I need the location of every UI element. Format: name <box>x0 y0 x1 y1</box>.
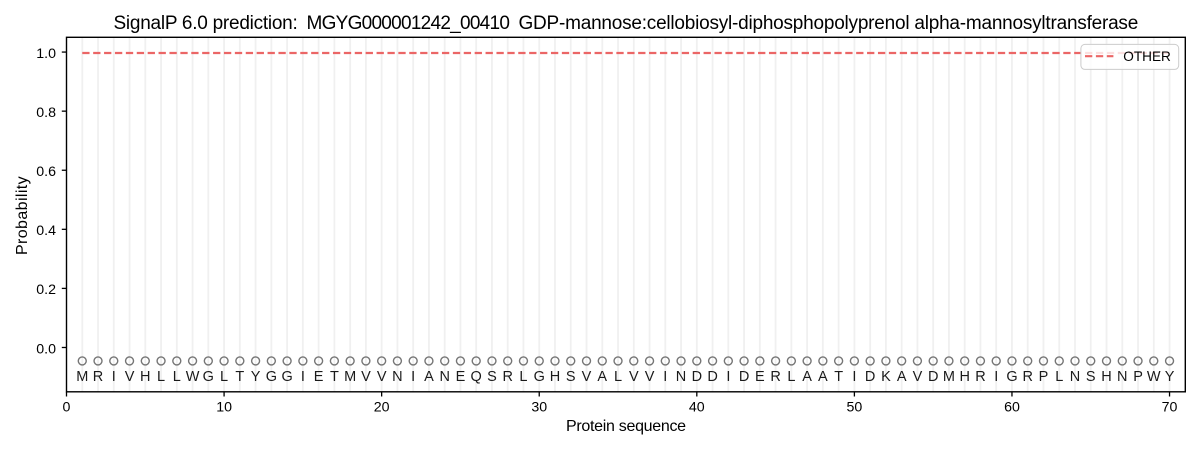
svg-text:A: A <box>818 369 828 385</box>
svg-text:N: N <box>392 369 402 385</box>
svg-text:R: R <box>770 369 780 385</box>
svg-text:OTHER: OTHER <box>1123 49 1171 64</box>
svg-text:R: R <box>975 369 985 385</box>
svg-text:L: L <box>519 369 527 385</box>
svg-text:20: 20 <box>374 400 390 416</box>
svg-text:0.6: 0.6 <box>36 164 56 180</box>
svg-text:40: 40 <box>689 400 705 416</box>
svg-text:W: W <box>1147 369 1161 385</box>
svg-text:G: G <box>266 369 277 385</box>
svg-text:N: N <box>1070 369 1080 385</box>
svg-text:SignalP 6.0 prediction:: SignalP 6.0 prediction: <box>114 13 298 34</box>
svg-text:H: H <box>959 369 969 385</box>
svg-text:E: E <box>755 369 765 385</box>
svg-text:M: M <box>76 369 88 385</box>
svg-text:S: S <box>487 369 497 385</box>
svg-text:Y: Y <box>1165 369 1175 385</box>
svg-text:10: 10 <box>216 400 232 416</box>
svg-text:L: L <box>614 369 622 385</box>
svg-text:I: I <box>411 369 415 385</box>
svg-text:N: N <box>1117 369 1127 385</box>
svg-text:D: D <box>865 369 875 385</box>
svg-text:G: G <box>534 369 545 385</box>
svg-text:T: T <box>235 369 244 385</box>
svg-text:I: I <box>663 369 667 385</box>
svg-text:R: R <box>93 369 103 385</box>
svg-text:V: V <box>125 369 135 385</box>
svg-text:Q: Q <box>471 369 482 385</box>
svg-text:V: V <box>361 369 371 385</box>
svg-text:0.0: 0.0 <box>36 341 56 357</box>
svg-text:L: L <box>157 369 165 385</box>
svg-text:P: P <box>1133 369 1143 385</box>
svg-text:70: 70 <box>1162 400 1178 416</box>
svg-text:N: N <box>676 369 686 385</box>
svg-text:G: G <box>281 369 292 385</box>
svg-text:A: A <box>897 369 907 385</box>
svg-text:A: A <box>597 369 607 385</box>
svg-text:A: A <box>802 369 812 385</box>
svg-text:T: T <box>330 369 339 385</box>
svg-text:D: D <box>739 369 749 385</box>
svg-text:V: V <box>913 369 923 385</box>
svg-text:60: 60 <box>1004 400 1020 416</box>
svg-text:W: W <box>186 369 200 385</box>
svg-text:H: H <box>1101 369 1111 385</box>
svg-text:M: M <box>344 369 356 385</box>
svg-text:L: L <box>173 369 181 385</box>
svg-text:V: V <box>645 369 655 385</box>
svg-text:V: V <box>582 369 592 385</box>
svg-text:V: V <box>629 369 639 385</box>
svg-text:Protein sequence: Protein sequence <box>566 418 686 435</box>
svg-text:I: I <box>994 369 998 385</box>
svg-text:D: D <box>928 369 938 385</box>
svg-text:50: 50 <box>846 400 862 416</box>
svg-text:R: R <box>502 369 512 385</box>
svg-text:L: L <box>1055 369 1063 385</box>
svg-text:I: I <box>852 369 856 385</box>
svg-text:H: H <box>550 369 560 385</box>
svg-text:1.0: 1.0 <box>36 46 56 62</box>
svg-text:R: R <box>1022 369 1032 385</box>
svg-text:GDP-mannose:cellobiosyl-diphos: GDP-mannose:cellobiosyl-diphosphopolypre… <box>519 13 1139 34</box>
svg-text:N: N <box>439 369 449 385</box>
svg-text:MGYG000001242_00410: MGYG000001242_00410 <box>307 13 510 34</box>
svg-text:Y: Y <box>251 369 261 385</box>
svg-text:E: E <box>456 369 466 385</box>
svg-text:K: K <box>881 369 891 385</box>
svg-text:T: T <box>834 369 843 385</box>
svg-text:G: G <box>1006 369 1017 385</box>
svg-text:A: A <box>424 369 434 385</box>
svg-text:30: 30 <box>531 400 547 416</box>
svg-text:G: G <box>203 369 214 385</box>
svg-text:P: P <box>1039 369 1049 385</box>
svg-text:S: S <box>566 369 576 385</box>
svg-text:0: 0 <box>63 400 71 416</box>
svg-text:D: D <box>692 369 702 385</box>
svg-text:0.2: 0.2 <box>36 282 56 298</box>
svg-text:H: H <box>140 369 150 385</box>
svg-text:I: I <box>726 369 730 385</box>
svg-text:I: I <box>301 369 305 385</box>
svg-text:Probability: Probability <box>14 176 31 255</box>
svg-text:L: L <box>220 369 228 385</box>
svg-text:V: V <box>377 369 387 385</box>
svg-text:M: M <box>943 369 955 385</box>
svg-text:L: L <box>787 369 795 385</box>
svg-text:0.4: 0.4 <box>36 223 56 239</box>
svg-text:I: I <box>112 369 116 385</box>
svg-text:D: D <box>707 369 717 385</box>
svg-text:0.8: 0.8 <box>36 105 56 121</box>
svg-text:S: S <box>1086 369 1096 385</box>
svg-text:E: E <box>314 369 324 385</box>
